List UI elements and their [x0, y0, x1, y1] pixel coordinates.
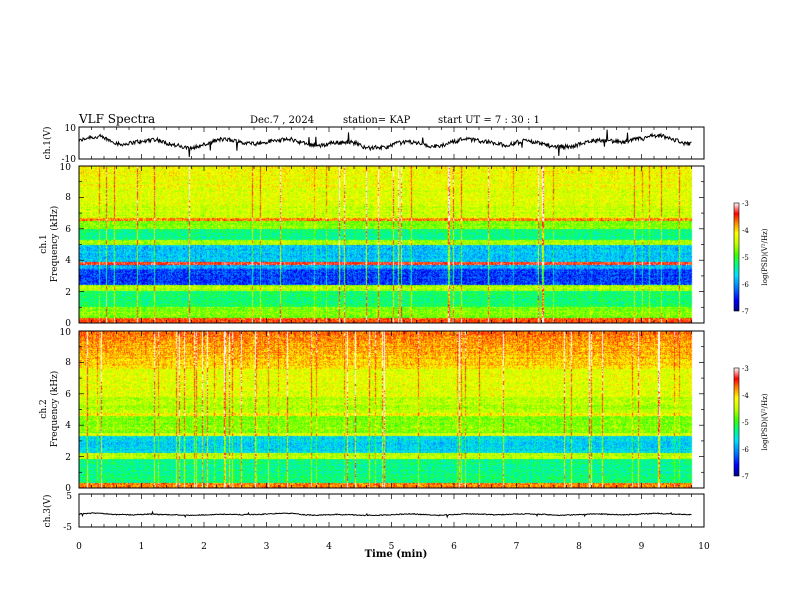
ch1-colorbar: [733, 202, 740, 312]
ch2-spectrogram-panel: 0 2 4 6 8 10 ch.2 Frequency (kHz) -3 -4 …: [39, 328, 769, 494]
ch1-freq-tick-6: 6: [65, 225, 71, 235]
ch2-spectrogram-ylabel: Frequency (kHz): [49, 371, 60, 448]
ch2-freq-tick-10: 10: [60, 328, 72, 338]
ch2-colorbar-tick-3: -6: [742, 446, 749, 454]
ch1-colorbar-tick-1: -4: [742, 227, 749, 235]
x-tick-label-10: 10: [698, 542, 710, 552]
ch3-waveform-ticks: [78, 494, 705, 527]
ch1-ytick-top: 10: [65, 124, 77, 134]
ch2-colorbar-tick-2: -5: [742, 419, 749, 427]
ch1-freq-tick-8: 8: [65, 193, 71, 203]
ch1-freq-tick-2: 2: [65, 288, 71, 298]
ch2-freq-tick-6: 6: [65, 390, 71, 400]
ch1-freq-tick-4: 4: [65, 256, 71, 266]
ch2-colorbar: [733, 367, 740, 477]
ch1-freq-tick-0: 0: [65, 319, 71, 329]
ch2-freq-tick-2: 2: [65, 453, 71, 463]
ch1-colorbar-tick-0: -3: [742, 200, 749, 208]
ch2-colorbar-tick-0: -3: [742, 365, 749, 373]
x-tick-label-5: 5: [389, 542, 395, 552]
ch2-spectrogram-heatmap: [79, 331, 704, 488]
ch1-colorbar-label: log(PSD)(V²/Hz): [761, 228, 769, 285]
ch1-freq-tick-10: 10: [60, 163, 72, 173]
ch2-colorbar-tick-1: -4: [742, 392, 749, 400]
ch1-waveform-panel: 10 -10 ch.1(V): [42, 124, 705, 165]
ch2-spectrogram-channel-label: ch.2: [39, 399, 49, 418]
ch2-spectrogram-ticks: [78, 330, 705, 489]
ch1-waveform-line: [78, 129, 692, 158]
ch3-waveform-ylabel: ch.3(V): [42, 495, 53, 528]
figure-title: VLF Spectra: [78, 112, 155, 126]
ch3-waveform-line: [78, 510, 692, 519]
x-tick-label-3: 3: [264, 542, 270, 552]
x-tick-label-4: 4: [326, 542, 332, 552]
x-tick-label-6: 6: [451, 542, 457, 552]
header-start-ut: start UT = 7 : 30 : 1: [438, 115, 540, 126]
x-tick-label-2: 2: [201, 542, 207, 552]
ch1-spectrogram-ylabel: Frequency (kHz): [49, 206, 60, 283]
ch1-spectrogram-heatmap: [79, 166, 704, 323]
header-date: Dec.7 , 2024: [250, 115, 314, 126]
ch2-colorbar-label: log(PSD)(V²/Hz): [761, 393, 769, 450]
ch1-spectrogram-panel: 0 2 4 6 8 10 ch.1 Frequency (kHz) -3 -4 …: [39, 163, 769, 329]
ch2-freq-tick-8: 8: [65, 358, 71, 368]
x-tick-label-8: 8: [576, 542, 582, 552]
ch3-ytick-bottom: -5: [63, 523, 72, 533]
ch1-spectrogram-channel-label: ch.1: [39, 234, 49, 253]
x-axis-label: Time (min): [365, 549, 428, 560]
ch1-waveform-ylabel: ch.1(V): [42, 127, 53, 160]
header-station: station= KAP: [343, 115, 411, 126]
x-tick-label-7: 7: [514, 542, 520, 552]
x-tick-label-9: 9: [639, 542, 645, 552]
ch1-waveform-frame-bg: [79, 127, 704, 159]
ch2-colorbar-tick-4: -7: [742, 473, 749, 481]
ch1-ytick-bottom: -10: [62, 155, 77, 165]
ch1-colorbar-tick-4: -7: [742, 308, 749, 316]
ch3-waveform-panel: 5 -5 ch.3(V): [42, 492, 705, 533]
ch1-colorbar-tick-3: -6: [742, 281, 749, 289]
ch1-spectrogram-ticks: [78, 165, 705, 324]
x-tick-label-0: 0: [76, 542, 82, 552]
ch1-colorbar-tick-2: -5: [742, 254, 749, 262]
ch3-waveform-frame: [78, 493, 705, 528]
ch2-freq-tick-4: 4: [65, 421, 71, 431]
ch3-ytick-top: 5: [66, 492, 72, 502]
x-axis-tick-labels: 0 1 2 3 4 5 6 7 8 9 10: [76, 542, 710, 552]
ch2-freq-tick-0: 0: [65, 484, 71, 494]
x-tick-label-1: 1: [139, 542, 145, 552]
ch1-waveform-frame: [78, 126, 705, 160]
